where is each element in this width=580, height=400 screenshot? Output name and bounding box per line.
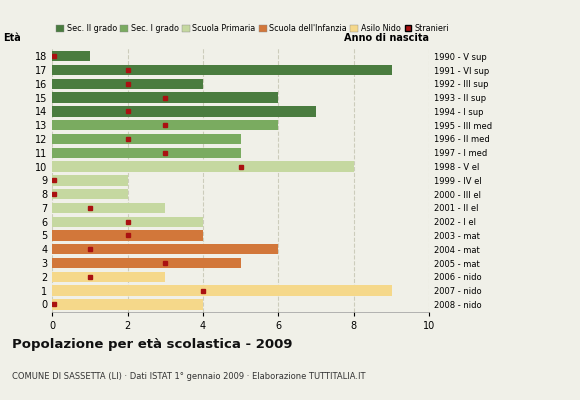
Bar: [52, 134, 241, 144]
Bar: [52, 65, 392, 75]
Bar: [52, 230, 203, 241]
Bar: [52, 258, 241, 268]
Bar: [52, 79, 203, 89]
Bar: [52, 175, 128, 186]
Bar: [52, 299, 203, 310]
Bar: [52, 216, 203, 227]
Bar: [52, 148, 241, 158]
Bar: [52, 189, 128, 199]
Bar: [52, 106, 316, 116]
Bar: [52, 120, 278, 130]
Bar: [52, 286, 392, 296]
Bar: [52, 51, 90, 62]
Bar: [52, 244, 278, 254]
Bar: [52, 161, 354, 172]
Text: Popolazione per età scolastica - 2009: Popolazione per età scolastica - 2009: [12, 338, 292, 351]
Bar: [52, 272, 165, 282]
Bar: [52, 203, 165, 213]
Bar: [52, 92, 278, 103]
Text: COMUNE DI SASSETTA (LI) · Dati ISTAT 1° gennaio 2009 · Elaborazione TUTTITALIA.I: COMUNE DI SASSETTA (LI) · Dati ISTAT 1° …: [12, 372, 365, 381]
Text: Anno di nascita: Anno di nascita: [344, 33, 429, 43]
Legend: Sec. II grado, Sec. I grado, Scuola Primaria, Scuola dell'Infanzia, Asilo Nido, : Sec. II grado, Sec. I grado, Scuola Prim…: [56, 24, 449, 34]
Text: Età: Età: [3, 33, 21, 43]
